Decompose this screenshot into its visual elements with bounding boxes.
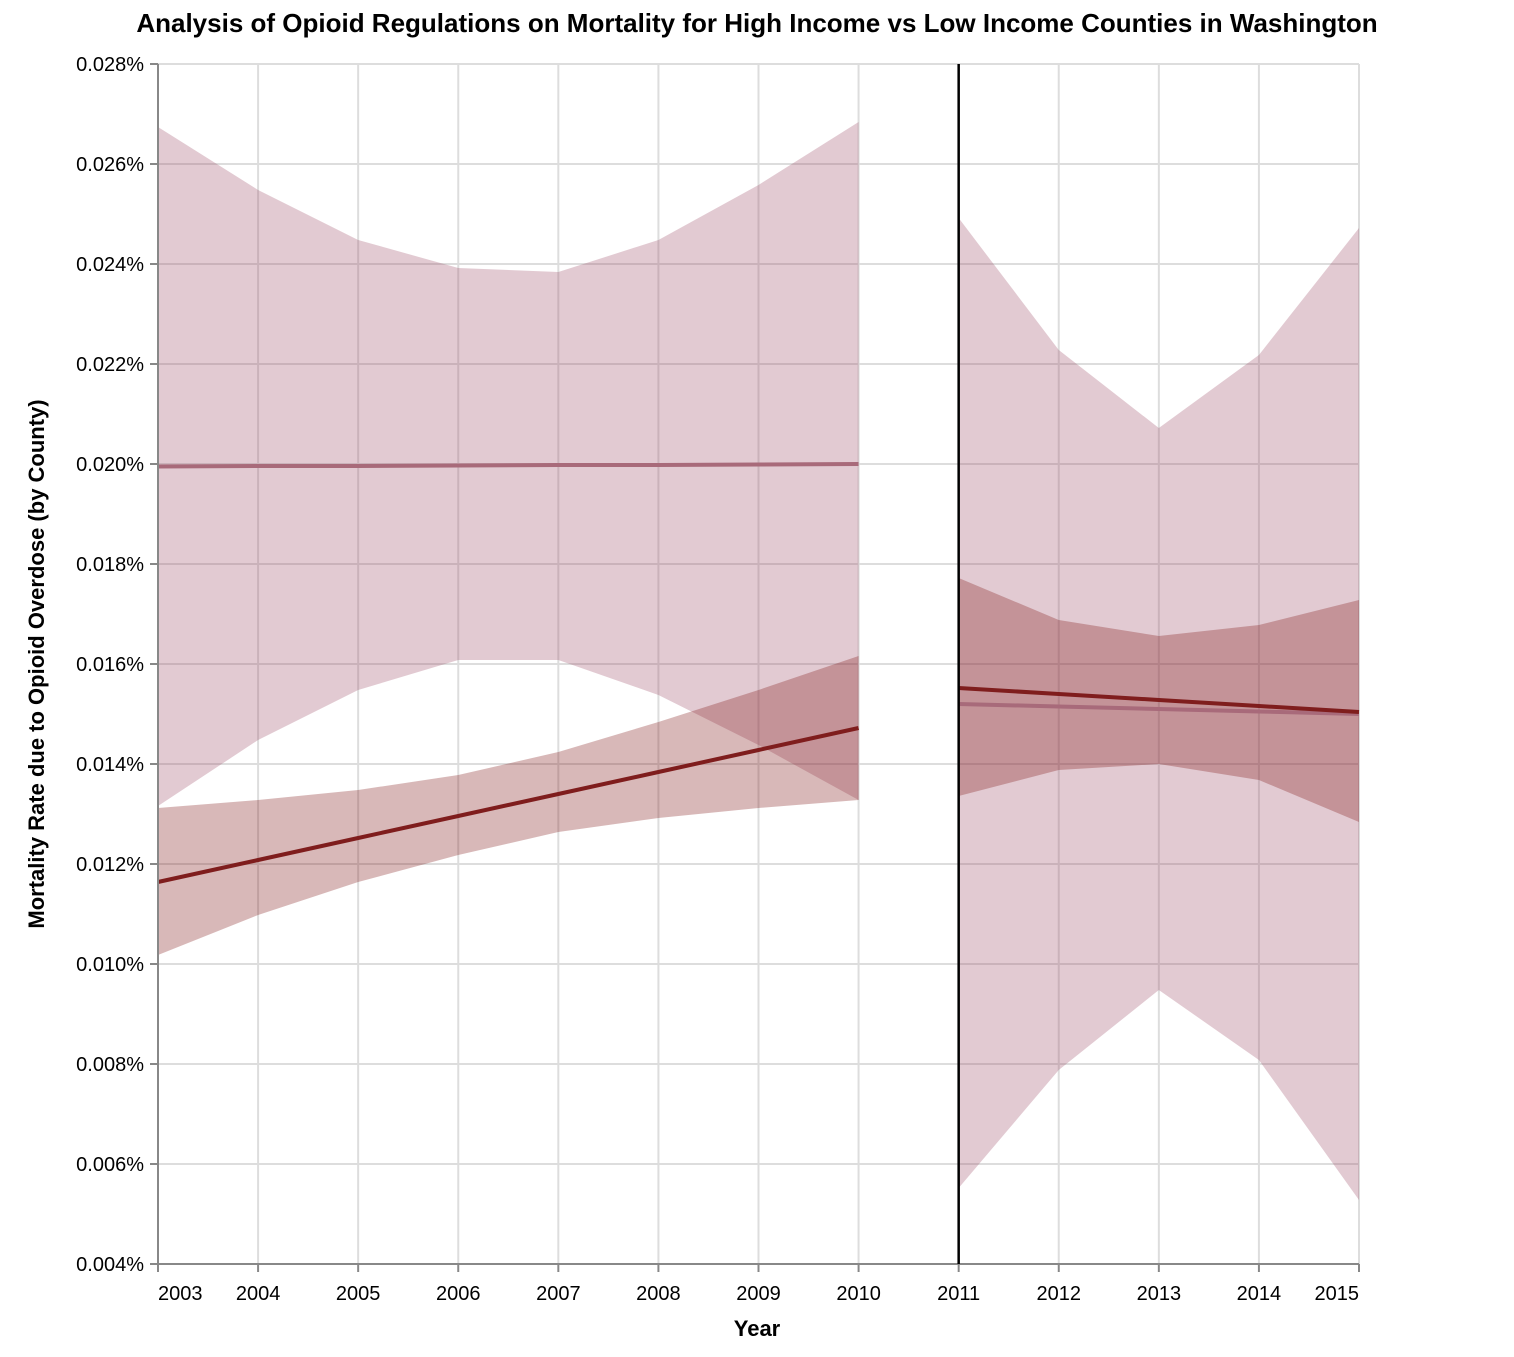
y-axis-title: Mortality Rate due to Opioid Overdose (b… <box>24 399 49 928</box>
x-tick-label: 2003 <box>158 1283 203 1305</box>
x-tick-label: 2008 <box>636 1283 681 1305</box>
trend-line <box>157 726 860 884</box>
x-tick-label: 2009 <box>736 1283 781 1305</box>
y-tick-label: 0.006% <box>76 1154 144 1176</box>
trend-line <box>958 702 1360 716</box>
y-tick-label: 0.004% <box>76 1254 144 1276</box>
y-tick-label: 0.020% <box>76 454 144 476</box>
y-tick-label: 0.026% <box>76 154 144 176</box>
y-tick-label: 0.022% <box>76 354 144 376</box>
trend-line <box>958 686 1360 714</box>
y-tick-label: 0.010% <box>76 954 144 976</box>
y-tick-label: 0.008% <box>76 1054 144 1076</box>
y-tick-label: 0.028% <box>76 54 144 76</box>
x-tick-label: 2014 <box>1237 1283 1282 1305</box>
x-tick-label: 2004 <box>236 1283 281 1305</box>
y-tick-label: 0.016% <box>76 654 144 676</box>
x-tick-label: 2011 <box>937 1283 980 1305</box>
trend-line <box>157 462 859 469</box>
y-tick-label: 0.024% <box>76 254 144 276</box>
x-tick-label: 2005 <box>336 1283 381 1305</box>
x-axis-title: Year <box>734 1316 781 1341</box>
x-tick-label: 2007 <box>536 1283 581 1305</box>
x-tick-label: 2006 <box>436 1283 481 1305</box>
y-tick-label: 0.018% <box>76 554 144 576</box>
chart-title: Analysis of Opioid Regulations on Mortal… <box>136 8 1377 38</box>
x-tick-label: 2013 <box>1137 1283 1182 1305</box>
y-tick-label: 0.014% <box>76 754 144 776</box>
y-tick-label: 0.012% <box>76 854 144 876</box>
x-tick-label: 2010 <box>836 1283 881 1305</box>
x-tick-label: 2012 <box>1037 1283 1082 1305</box>
x-tick-label: 2015 <box>1315 1283 1360 1305</box>
